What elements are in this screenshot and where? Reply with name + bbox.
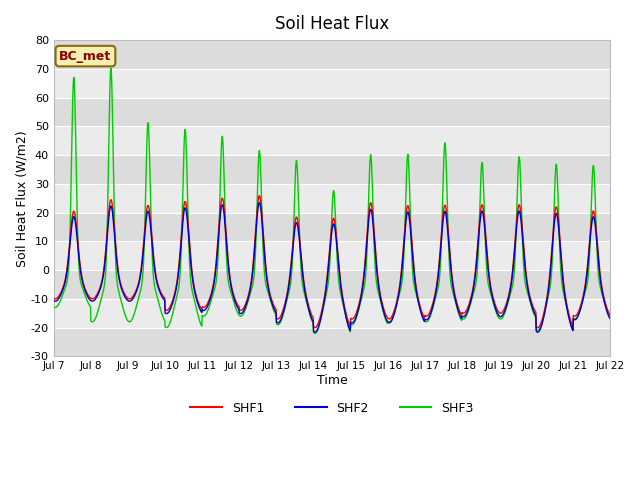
SHF2 [236,310,244,316]
Bar [54,40,611,69]
Bar [54,155,611,184]
Y-axis label: Soil Heat Flux (W/m2): Soil Heat Flux (W/m2) [15,130,28,266]
SHF2 [419,315,427,321]
Bar [54,69,611,97]
SHF3 [419,314,427,320]
Bar [54,270,611,299]
SHF2 [606,316,614,322]
SHF1 [606,312,614,318]
Bar [54,327,611,356]
Line: SHF1: SHF1 [54,196,610,327]
Bar [54,97,611,126]
SHF3 [174,289,182,295]
Bar [54,241,611,270]
Bar [54,213,611,241]
X-axis label: Time: Time [317,374,348,387]
SHF1 [173,275,181,281]
SHF3 [236,313,244,319]
SHF3 [311,330,319,336]
Bar [54,299,611,327]
Legend: SHF1, SHF2, SHF3: SHF1, SHF2, SHF3 [186,396,479,420]
Line: SHF2: SHF2 [54,203,610,332]
SHF3 [107,65,115,71]
SHF3 [606,315,614,321]
SHF1 [160,295,168,300]
SHF1 [311,324,319,330]
SHF1 [255,193,263,199]
SHF1 [50,296,58,301]
SHF2 [160,297,168,302]
Bar [54,126,611,155]
SHF3 [492,308,499,313]
SHF2 [492,306,499,312]
Line: SHF3: SHF3 [54,68,610,333]
SHF2 [311,329,319,335]
SHF2 [173,278,181,284]
SHF2 [255,200,263,205]
SHF3 [50,304,58,310]
SHF1 [236,307,244,313]
Text: BC_met: BC_met [60,49,111,62]
SHF1 [492,303,499,309]
SHF3 [161,317,168,323]
SHF2 [50,298,58,303]
SHF1 [419,312,427,318]
SHF1 [541,306,548,312]
SHF3 [541,309,548,315]
Bar [54,184,611,213]
Title: Soil Heat Flux: Soil Heat Flux [275,15,389,33]
SHF2 [541,310,548,315]
